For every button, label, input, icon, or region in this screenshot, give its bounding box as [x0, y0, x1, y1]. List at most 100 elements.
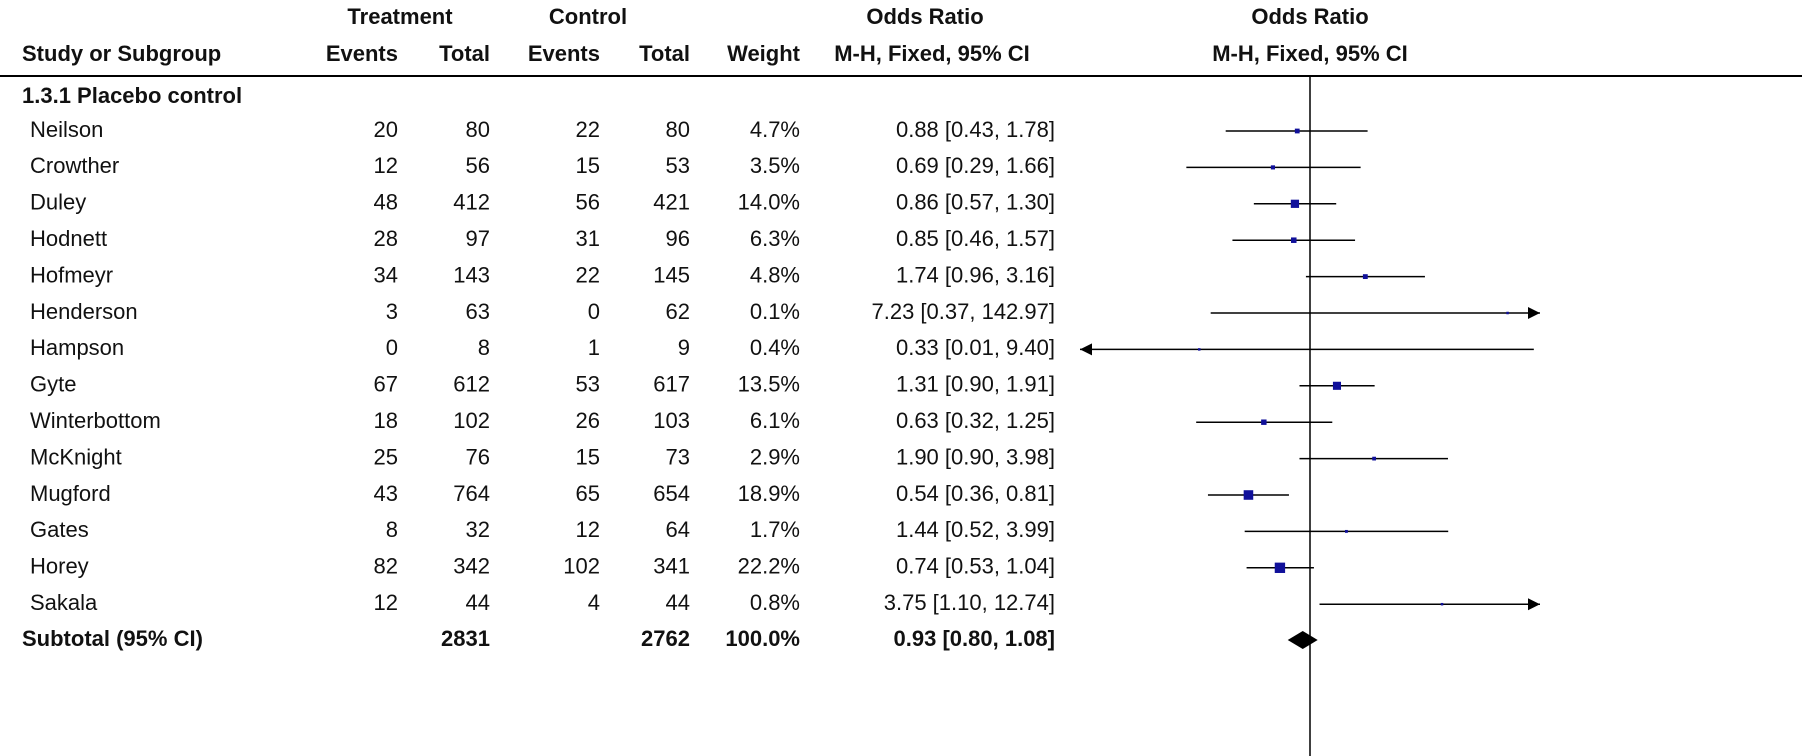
study-name: Hofmeyr [30, 262, 113, 287]
cell: 0.33 [0.01, 9.40] [896, 335, 1055, 360]
study-name: Neilson [30, 117, 103, 142]
weight-square [1261, 419, 1267, 425]
weight-square [1332, 381, 1342, 390]
cell: 0.4% [750, 335, 800, 360]
cell: 143 [453, 262, 490, 287]
cell: 0.54 [0.36, 0.81] [896, 481, 1055, 506]
cell: 7.23 [0.37, 142.97] [872, 299, 1056, 324]
cell: 44 [466, 590, 490, 615]
column-header: Total [439, 41, 490, 66]
summary-diamond [1287, 631, 1318, 649]
study-name: Horey [30, 554, 89, 579]
study-name: Duley [30, 190, 86, 215]
arrow-head [1528, 598, 1540, 611]
study-name: Sakala [30, 590, 98, 615]
cell: 62 [666, 299, 690, 324]
cell: 44 [666, 590, 690, 615]
weight-square [1291, 237, 1297, 243]
cell: 145 [653, 262, 690, 287]
cell: 3 [386, 299, 398, 324]
study-name: Hampson [30, 335, 124, 360]
cell: 4 [588, 590, 600, 615]
group-header: Odds Ratio [1251, 4, 1368, 29]
cell: 82 [374, 554, 398, 579]
column-header: Total [639, 41, 690, 66]
weight-square [1506, 311, 1509, 315]
column-header: M-H, Fixed, 95% CI [1212, 41, 1408, 66]
cell: 12 [374, 590, 398, 615]
subtotal-cell: 2762 [641, 626, 690, 651]
subtotal-cell: 2831 [441, 626, 490, 651]
subgroup-label: 1.3.1 Placebo control [22, 83, 242, 108]
cell: 9 [678, 335, 690, 360]
cell: 1.31 [0.90, 1.91] [896, 372, 1055, 397]
column-header: Events [326, 41, 398, 66]
cell: 0.1% [750, 299, 800, 324]
cell: 1 [588, 335, 600, 360]
cell: 4.8% [750, 262, 800, 287]
cell: 26 [576, 408, 600, 433]
cell: 80 [666, 117, 690, 142]
cell: 4.7% [750, 117, 800, 142]
cell: 48 [374, 190, 398, 215]
cell: 0.88 [0.43, 1.78] [896, 117, 1055, 142]
cell: 3.75 [1.10, 12.74] [884, 590, 1055, 615]
cell: 617 [653, 372, 690, 397]
cell: 6.3% [750, 226, 800, 251]
cell: 80 [466, 117, 490, 142]
cell: 43 [374, 481, 398, 506]
subtotal-cell: 0.93 [0.80, 1.08] [894, 626, 1055, 651]
cell: 56 [466, 153, 490, 178]
group-header: Control [549, 4, 627, 29]
cell: 8 [478, 335, 490, 360]
cell: 421 [653, 190, 690, 215]
cell: 28 [374, 226, 398, 251]
cell: 63 [466, 299, 490, 324]
cell: 53 [576, 372, 600, 397]
cell: 97 [466, 226, 490, 251]
group-header: Treatment [347, 4, 453, 29]
cell: 18 [374, 408, 398, 433]
cell: 18.9% [738, 481, 800, 506]
cell: 0.8% [750, 590, 800, 615]
cell: 73 [666, 444, 690, 469]
cell: 1.7% [750, 517, 800, 542]
cell: 34 [374, 262, 398, 287]
weight-square [1198, 348, 1201, 351]
weight-square [1243, 490, 1254, 500]
study-name: McKnight [30, 444, 122, 469]
cell: 0.74 [0.53, 1.04] [896, 554, 1055, 579]
study-name: Gates [30, 517, 89, 542]
weight-square [1372, 456, 1376, 461]
weight-square [1290, 199, 1300, 208]
arrow-head [1528, 307, 1540, 319]
cell: 20 [374, 117, 398, 142]
cell: 341 [653, 554, 690, 579]
cell: 0.85 [0.46, 1.57] [896, 226, 1055, 251]
weight-square [1440, 602, 1444, 606]
weight-square [1270, 165, 1275, 170]
column-header: Study or Subgroup [22, 41, 221, 66]
cell: 612 [453, 372, 490, 397]
cell: 32 [466, 517, 490, 542]
weight-square [1344, 529, 1348, 533]
cell: 15 [576, 444, 600, 469]
subtotal-label: Subtotal (95% CI) [22, 626, 203, 651]
cell: 76 [466, 444, 490, 469]
cell: 15 [576, 153, 600, 178]
cell: 0 [386, 335, 398, 360]
study-name: Winterbottom [30, 408, 161, 433]
weight-square [1294, 128, 1300, 134]
cell: 1.44 [0.52, 3.99] [896, 517, 1055, 542]
cell: 64 [666, 517, 690, 542]
cell: 0 [588, 299, 600, 324]
cell: 31 [576, 226, 600, 251]
cell: 13.5% [738, 372, 800, 397]
column-header: Events [528, 41, 600, 66]
study-name: Henderson [30, 299, 138, 324]
cell: 22 [576, 262, 600, 287]
cell: 65 [576, 481, 600, 506]
cell: 0.69 [0.29, 1.66] [896, 153, 1055, 178]
